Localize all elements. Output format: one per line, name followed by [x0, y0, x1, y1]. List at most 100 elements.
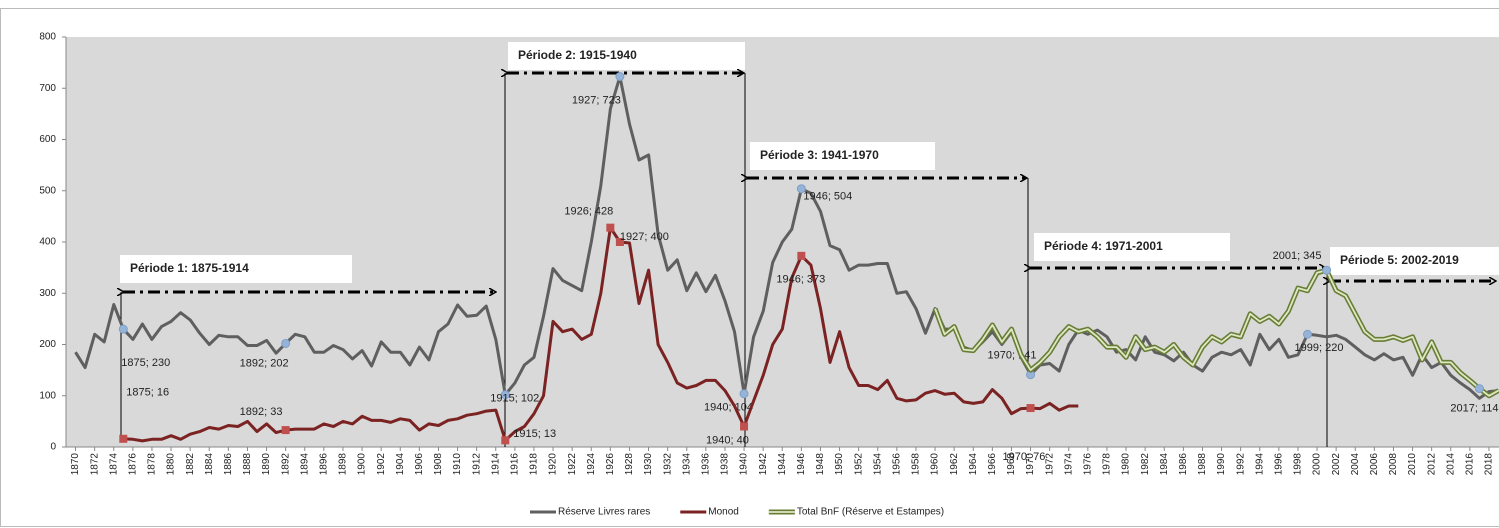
data-label: 1970; 141	[988, 350, 1037, 362]
x-tick-label: 1888	[242, 453, 253, 476]
x-tick-label: 1900	[357, 453, 368, 476]
x-tick-label: 1942	[758, 453, 769, 476]
annotation-box	[120, 255, 352, 283]
x-tick-label: 1968	[1006, 453, 1017, 476]
y-tick-label: 400	[39, 237, 56, 248]
annotation-box	[508, 42, 745, 70]
data-label: 1970; 76	[1003, 451, 1046, 463]
point-marker	[1303, 329, 1312, 339]
data-label: 1927; 400	[620, 231, 669, 243]
x-tick-label: 1986	[1178, 453, 1189, 476]
x-tick-label: 1988	[1197, 453, 1208, 476]
x-tick-label: 1982	[1140, 453, 1151, 476]
x-tick-label: 1872	[89, 453, 100, 476]
y-tick-label: 200	[39, 339, 56, 350]
data-label: 1927; 723	[572, 94, 621, 106]
x-tick-label: 1870	[70, 453, 81, 476]
x-tick-label: 1926	[605, 453, 616, 476]
x-tick-label: 1950	[834, 453, 845, 476]
data-label: 2017; 114	[1450, 402, 1498, 414]
x-tick-label: 1932	[662, 453, 673, 476]
x-tick-label: 1892	[280, 453, 291, 476]
data-label: 1999; 220	[1295, 342, 1344, 354]
x-tick-label: 1880	[166, 453, 177, 476]
series-line-inner	[934, 269, 1499, 397]
data-label: 1946; 373	[776, 274, 825, 286]
x-tick-label: 1994	[1254, 453, 1265, 476]
x-tick-label: 1920	[548, 453, 559, 476]
x-tick-label: 1998	[1293, 453, 1304, 476]
data-label: 2001; 345	[1273, 250, 1322, 262]
data-label: 1915; 13	[513, 428, 556, 440]
x-tick-label: 1960	[930, 453, 941, 476]
annotation: Période 2: 1915-1940	[518, 48, 637, 62]
annotation: Période 3: 1941-1970	[760, 148, 879, 162]
series-line	[74, 75, 1499, 400]
x-tick-label: 1952	[853, 453, 864, 476]
x-tick-label: 1928	[624, 453, 635, 476]
x-tick-label: 2016	[1464, 453, 1475, 476]
x-tick-label: 1946	[796, 453, 807, 476]
x-tick-label: 1984	[1159, 453, 1170, 476]
data-label: 1892; 202	[240, 357, 289, 369]
y-tick-label: 0	[50, 442, 56, 453]
x-tick-label: 1934	[681, 453, 692, 476]
x-tick-label: 1898	[338, 453, 349, 476]
x-tick-label: 1882	[185, 453, 196, 476]
y-tick-label: 500	[39, 185, 56, 196]
x-tick-label: 1904	[395, 453, 406, 476]
x-tick-label: 1956	[891, 453, 902, 476]
legend-label: Total BnF (Réserve et Estampes)	[797, 507, 944, 518]
point-marker	[615, 71, 625, 81]
x-tick-label: 1930	[643, 453, 654, 476]
point-marker	[500, 390, 510, 400]
legend-label: Réserve Livres rares	[558, 507, 650, 518]
point-marker	[281, 426, 290, 435]
x-tick-label: 1996	[1273, 453, 1284, 476]
x-tick-label: 1922	[567, 453, 578, 476]
annotation-box	[1034, 233, 1230, 261]
point-marker	[606, 223, 615, 232]
point-marker	[1474, 384, 1484, 394]
point-marker	[1322, 265, 1332, 275]
x-tick-label: 1918	[529, 453, 540, 476]
x-tick-label: 1910	[452, 453, 463, 476]
x-tick-label: 1874	[108, 453, 119, 476]
x-tick-label: 1896	[318, 453, 329, 476]
data-label: 1940; 104	[704, 402, 753, 414]
point-marker	[119, 434, 128, 443]
x-tick-label: 1908	[433, 453, 444, 476]
x-tick-label: 1890	[261, 453, 272, 476]
x-tick-label: 2012	[1426, 453, 1437, 476]
x-tick-label: 1966	[987, 453, 998, 476]
x-tick-label: 1948	[815, 453, 826, 476]
x-tick-label: 2010	[1407, 453, 1418, 476]
x-tick-label: 1958	[911, 453, 922, 476]
x-tick-label: 2008	[1388, 453, 1399, 476]
x-tick-label: 1976	[1082, 453, 1093, 476]
x-tick-label: 1906	[414, 453, 425, 476]
annotation: Période 4: 1971-2001	[1044, 239, 1163, 253]
data-label: 1875; 16	[126, 387, 169, 399]
y-tick-label: 700	[39, 83, 56, 94]
y-tick-label: 800	[39, 32, 56, 43]
data-label: 1946; 504	[803, 191, 852, 203]
point-marker	[281, 338, 291, 348]
x-tick-label: 1978	[1102, 453, 1113, 476]
x-tick-label: 1970	[1025, 453, 1036, 476]
x-tick-label: 1894	[299, 453, 310, 476]
x-tick-label: 1938	[720, 453, 731, 476]
x-tick-label: 1990	[1216, 453, 1227, 476]
x-tick-label: 1916	[509, 453, 520, 476]
annotation: Période 1: 1875-1914	[130, 261, 249, 275]
y-tick-label: 600	[39, 134, 56, 145]
x-tick-label: 2002	[1331, 453, 1342, 476]
point-marker	[615, 238, 624, 246]
y-tick-label: 300	[39, 288, 56, 299]
x-tick-label: 2006	[1369, 453, 1380, 476]
x-tick-label: 1944	[777, 453, 788, 476]
legend-label: Monod	[708, 507, 739, 518]
x-tick-label: 1974	[1063, 453, 1074, 476]
annotation: Période 5: 2002-2019	[1340, 253, 1459, 267]
